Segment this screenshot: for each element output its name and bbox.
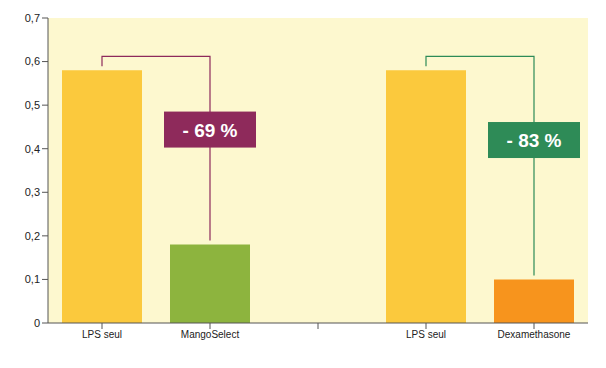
- svg-text:0,3: 0,3: [25, 186, 40, 198]
- svg-text:0,2: 0,2: [25, 230, 40, 242]
- svg-text:0,7: 0,7: [25, 12, 40, 24]
- svg-text:0,1: 0,1: [25, 273, 40, 285]
- svg-text:LPS seul: LPS seul: [82, 329, 122, 340]
- svg-text:0,6: 0,6: [25, 55, 40, 67]
- svg-text:LPS seul: LPS seul: [406, 329, 446, 340]
- svg-text:Dexamethasone: Dexamethasone: [498, 329, 571, 340]
- svg-text:0,4: 0,4: [25, 143, 40, 155]
- svg-text:0: 0: [34, 317, 40, 329]
- svg-text:- 83 %: - 83 %: [507, 130, 562, 151]
- svg-text:- 69 %: - 69 %: [183, 120, 238, 141]
- svg-text:MangoSelect: MangoSelect: [181, 329, 240, 340]
- svg-text:0,5: 0,5: [25, 99, 40, 111]
